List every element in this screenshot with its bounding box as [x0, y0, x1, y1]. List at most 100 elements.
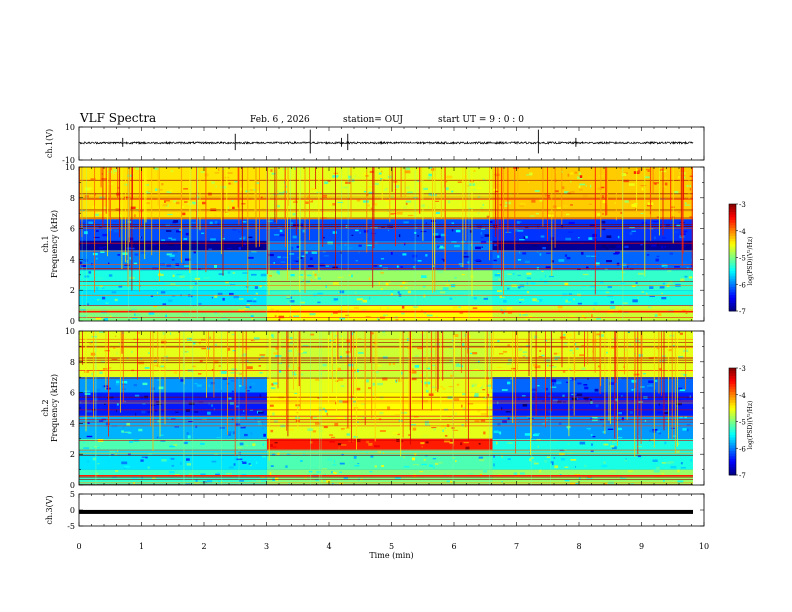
spectrogram-speckle [274, 234, 280, 236]
spectrogram-speckle [345, 181, 351, 184]
spectrogram-speckle [480, 237, 484, 239]
spectrogram-speckle [469, 230, 473, 233]
spectrogram-speckle [340, 428, 345, 430]
spectrogram-speckle [111, 483, 117, 485]
spectrogram-speckle [507, 417, 510, 421]
spectrogram-speckle [463, 407, 466, 410]
spectrogram-speckle [363, 230, 369, 233]
spectrogram-speckle [576, 396, 578, 400]
x-tick-label: 0 [76, 542, 81, 551]
spectrogram-speckle [86, 435, 93, 438]
spectrogram-speckle [463, 379, 465, 381]
spectrogram-speckle [333, 460, 336, 463]
spectrogram-speckle [248, 236, 253, 239]
spectrogram-speckle [373, 265, 378, 267]
spectrogram-speckle [498, 278, 501, 281]
spectrogram-speckle [92, 457, 96, 461]
spectrogram-speckle [649, 429, 653, 433]
spectrogram-speckle [609, 245, 615, 248]
spectrogram-speckle [252, 339, 256, 341]
spectrogram-speckle [238, 309, 245, 313]
spectrogram-speckle [679, 332, 683, 335]
spectrogram-speckle [483, 397, 488, 399]
spectrogram-speckle [481, 296, 487, 298]
spectrogram-speckle [564, 343, 567, 345]
spectrogram-speckle [346, 433, 351, 436]
spectrogram-speckle [160, 365, 164, 368]
spectrogram-speckle [530, 460, 537, 463]
spectrogram-speckle [133, 384, 137, 387]
colorbar-segment [729, 238, 736, 242]
spectrogram-speckle [293, 315, 300, 317]
spectrogram-speckle [542, 247, 546, 250]
spectrogram-speckle [559, 474, 562, 476]
spectrogram-speckle [664, 246, 666, 248]
spectrogram-speckle [298, 276, 304, 278]
spectrogram-speckle [483, 431, 486, 435]
spectrogram-speckle [290, 274, 295, 277]
spectrogram-band-3-seg-1 [266, 415, 493, 439]
spectrogram-speckle [434, 235, 441, 238]
spectrogram-speckle [425, 222, 427, 224]
spectrogram-speckle [215, 185, 217, 188]
colorbar-segment [729, 410, 736, 414]
spectrogram-speckle [534, 190, 540, 192]
spectrogram-speckle [234, 457, 237, 461]
spectrogram-speckle [622, 302, 628, 305]
spectrogram-speckle [435, 462, 439, 465]
spectrogram-speckle [97, 299, 100, 301]
spectrogram-speckle [238, 230, 240, 233]
spectrogram-speckle [433, 428, 436, 431]
spectrogram-speckle [604, 482, 607, 485]
spectrogram-speckle [272, 270, 276, 274]
spectrogram-speckle [140, 358, 142, 360]
spectrogram-speckle [519, 301, 522, 303]
spectrogram-speckle [98, 247, 103, 249]
spectrogram-speckle [310, 188, 317, 191]
spectrogram-speckle [116, 403, 119, 406]
spectrogram-speckle [300, 257, 303, 259]
spectrogram-speckle [245, 286, 249, 288]
spectrogram-speckle [235, 372, 242, 374]
spectrogram-speckle [330, 436, 336, 438]
spectrogram-speckle [625, 264, 629, 267]
spectrogram-speckle [478, 307, 484, 309]
spectrogram-speckle [260, 355, 265, 359]
spectrogram-speckle [432, 458, 437, 460]
spectrogram-speckle [269, 472, 272, 475]
spectrogram-speckle [430, 193, 437, 197]
spectrogram-speckle [130, 206, 136, 209]
spectrogram-speckle [294, 199, 296, 203]
spectrogram-speckle [214, 453, 218, 456]
spectrogram-speckle [322, 407, 325, 410]
spectrogram-speckle [581, 367, 586, 371]
colorbar-segment [729, 308, 736, 312]
spectrogram-speckle [432, 265, 435, 267]
spectrogram-speckle [387, 227, 390, 231]
spectrogram-speckle [506, 307, 513, 310]
spectrogram-speckle [518, 299, 523, 303]
spectrogram-speckle [341, 444, 347, 446]
spectrogram-speckle [404, 221, 409, 224]
colorbar-segment [729, 300, 736, 304]
spectrogram-speckle [113, 229, 119, 233]
spectrogram-speckle [173, 250, 178, 254]
spectrogram-speckle [144, 340, 150, 342]
y-tick-label: 8 [70, 194, 75, 203]
spectrogram-speckle [317, 397, 320, 399]
colorbar-segment [729, 246, 736, 250]
spectrogram-speckle [260, 196, 263, 199]
spectrogram-speckle [322, 468, 328, 470]
spectrogram-speckle [285, 465, 288, 468]
spectrogram-speckle [318, 406, 323, 410]
spectrogram-speckle [684, 202, 687, 204]
spectrogram-speckle [341, 428, 344, 431]
spectrogram-speckle [400, 371, 403, 375]
spectrogram-speckle [80, 314, 86, 318]
spectrogram-speckle [277, 453, 279, 455]
spectrogram-speckle [377, 382, 383, 386]
colorbar-segment [729, 206, 736, 210]
spectrogram-speckle [222, 237, 225, 240]
spectrogram-speckle [461, 365, 464, 368]
